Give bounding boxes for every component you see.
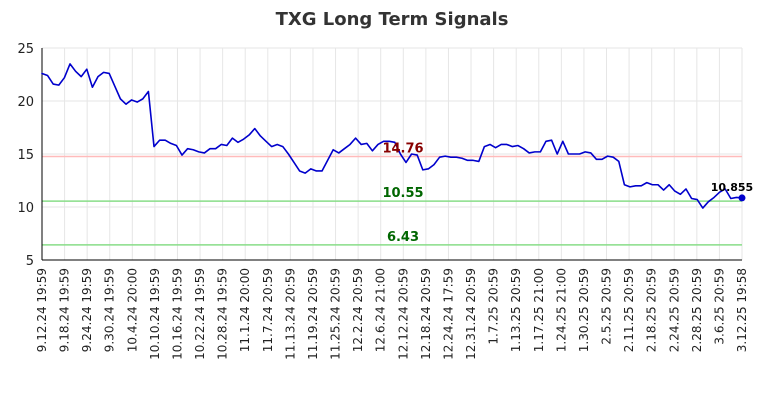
x-tick-label: 9.30.24 19:59 xyxy=(103,268,117,352)
x-tick-label: 2.5.25 20:59 xyxy=(600,268,614,345)
reference-label: 10.55 xyxy=(382,186,423,201)
chart-title: TXG Long Term Signals xyxy=(276,9,509,30)
x-tick-label: 1.7.25 20:59 xyxy=(487,268,501,345)
axes xyxy=(41,48,742,261)
y-tick-label: 20 xyxy=(17,95,34,110)
x-tick-label: 3.6.25 20:59 xyxy=(712,268,726,345)
y-tick-label: 5 xyxy=(26,254,34,269)
x-tick-label: 3.12.25 19:58 xyxy=(735,268,749,352)
last-value-label: 10.855 xyxy=(711,181,753,194)
reference-label: 6.43 xyxy=(387,230,419,245)
x-tick-label: 2.11.25 20:59 xyxy=(622,268,636,352)
x-tick-label: 12.12.24 20:59 xyxy=(396,268,410,360)
reference-labels: 14.76 10.55 6.43 xyxy=(382,142,423,245)
x-tick-label: 12.6.24 21:00 xyxy=(374,268,388,352)
x-tick-label: 10.4.24 20:00 xyxy=(125,268,139,352)
x-tick-label: 11.7.24 20:59 xyxy=(261,268,275,352)
y-tick-label: 10 xyxy=(17,201,34,216)
last-point-marker xyxy=(738,194,746,202)
x-tick-label: 9.24.24 19:59 xyxy=(80,268,94,352)
x-tick-label: 12.2.24 20:59 xyxy=(351,268,365,352)
x-tick-label: 10.16.24 19:59 xyxy=(170,268,184,360)
x-tick-label: 10.28.24 19:59 xyxy=(216,268,230,360)
x-tick-label: 10.22.24 19:59 xyxy=(193,268,207,360)
x-tick-label: 2.24.25 20:59 xyxy=(667,268,681,352)
x-tick-label: 12.24.24 17:59 xyxy=(441,268,455,360)
x-tick-label: 9.18.24 19:59 xyxy=(58,268,72,352)
x-tick-label: 9.12.24 19:59 xyxy=(35,268,49,352)
x-tick-label: 1.24.25 21:00 xyxy=(554,268,568,352)
x-axis-ticks: 9.12.24 19:59 9.18.24 19:59 9.24.24 19:59 9… xyxy=(35,268,749,360)
x-tick-label: 2.18.25 20:59 xyxy=(645,268,659,352)
reference-label: 14.76 xyxy=(382,142,423,157)
y-tick-label: 15 xyxy=(17,148,34,163)
x-tick-label: 11.1.24 20:00 xyxy=(238,268,252,352)
last-point-group: 10.855 xyxy=(711,181,753,202)
y-tick-label: 25 xyxy=(17,42,34,57)
series-line xyxy=(41,63,743,209)
x-tick-label: 12.31.24 20:59 xyxy=(464,268,478,360)
x-tick-label: 12.18.24 20:59 xyxy=(419,268,433,360)
series-group xyxy=(41,63,743,209)
x-tick-label: 10.10.24 19:59 xyxy=(148,268,162,360)
reference-lines xyxy=(42,155,742,246)
x-tick-label: 1.13.25 20:59 xyxy=(509,268,523,352)
x-tick-label: 2.28.25 20:59 xyxy=(690,268,704,352)
y-axis-ticks: 5 10 15 20 25 xyxy=(17,42,34,269)
x-tick-label: 11.25.24 20:59 xyxy=(329,268,343,360)
x-tick-label: 11.13.24 20:59 xyxy=(283,268,297,360)
x-tick-label: 1.17.25 21:00 xyxy=(532,268,546,352)
x-tick-label: 11.19.24 20:59 xyxy=(306,268,320,360)
x-tick-label: 1.30.25 20:59 xyxy=(577,268,591,352)
